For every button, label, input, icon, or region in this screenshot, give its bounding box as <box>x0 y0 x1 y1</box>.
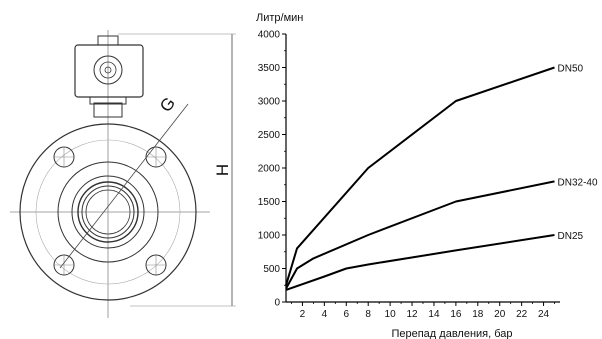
flow-chart: Литр/мин Перепад давления, бар 0 500 1000 1… <box>256 12 598 339</box>
hub-ring-4 <box>81 185 135 239</box>
series-label-dn25: DN25 <box>558 231 584 242</box>
y-tick-label: 1500 <box>258 197 281 208</box>
y-tick-label: 1000 <box>258 231 281 242</box>
coil-body <box>74 44 144 98</box>
x-tick-label: 10 <box>385 309 397 320</box>
x-tick-label: 12 <box>406 309 418 320</box>
flange-outer <box>19 123 197 301</box>
y-tick-label: 0 <box>274 298 280 309</box>
x-tick-label: 20 <box>494 309 506 320</box>
coil-center-dot <box>104 66 112 74</box>
series-line-dn32-40 <box>285 180 555 290</box>
y-tick-label: 500 <box>263 264 280 275</box>
coil-center <box>93 55 123 85</box>
x-axis-label: Перепад давления, бар <box>391 328 512 339</box>
x-tick-label: 24 <box>538 309 550 320</box>
y-tick-label: 3500 <box>258 63 281 74</box>
hub-ring <box>57 161 159 263</box>
y-tick-label: 4000 <box>258 30 281 41</box>
dimension-h-label: H <box>213 164 232 176</box>
valve-neck <box>93 102 123 118</box>
chart-series-labels: DN50 DN32-40 DN25 <box>558 64 598 243</box>
hub-ring-2 <box>71 175 145 249</box>
dimension-g-line <box>59 103 189 269</box>
chart-lines <box>285 66 555 291</box>
bolt-holes <box>53 146 167 276</box>
series-line-dn50 <box>285 66 555 286</box>
y-tick-label: 2000 <box>258 164 281 175</box>
x-tick-label: 14 <box>428 309 440 320</box>
hub-ring-3 <box>77 181 139 243</box>
series-label-dn50: DN50 <box>558 64 584 75</box>
x-tick-label: 22 <box>516 309 528 320</box>
x-tick-label: 18 <box>472 309 484 320</box>
bolt-circle <box>35 139 181 285</box>
series-line-dn25 <box>285 234 555 291</box>
series-label-dn32-40: DN32-40 <box>558 177 598 188</box>
coil-cap <box>97 35 119 46</box>
coil-center-inner <box>99 61 117 79</box>
y-axis-label: Литр/мин <box>256 12 303 24</box>
x-tick-label: 16 <box>450 309 462 320</box>
y-tick-label: 3000 <box>258 97 281 108</box>
hub-ring-5 <box>85 189 131 235</box>
x-tick-label: 8 <box>365 309 371 320</box>
y-tick-label: 2500 <box>258 130 281 141</box>
dimension-g-label: G <box>156 94 179 116</box>
x-tick-label: 2 <box>300 309 306 320</box>
x-tick-label: 4 <box>322 309 328 320</box>
x-tick-label: 6 <box>343 309 349 320</box>
valve-drawing <box>10 30 236 318</box>
